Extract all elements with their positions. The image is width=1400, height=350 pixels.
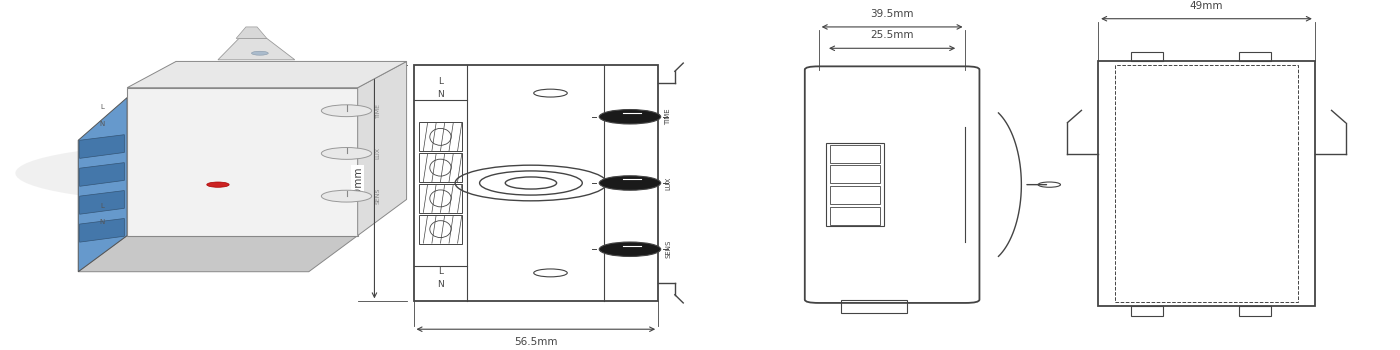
Circle shape	[322, 105, 371, 117]
Bar	[1131, 306, 1163, 316]
Text: 49mm: 49mm	[1190, 0, 1224, 10]
Polygon shape	[78, 98, 127, 272]
Circle shape	[322, 147, 371, 159]
Polygon shape	[80, 218, 125, 242]
Ellipse shape	[15, 144, 392, 203]
Text: LUX: LUX	[375, 147, 381, 160]
Text: L: L	[99, 203, 104, 209]
Circle shape	[599, 110, 661, 124]
Text: L: L	[438, 77, 442, 86]
Text: L: L	[99, 104, 104, 111]
Text: 39mm: 39mm	[353, 166, 363, 200]
Bar	[841, 300, 907, 313]
Polygon shape	[237, 27, 267, 38]
Polygon shape	[357, 62, 406, 236]
Text: N: N	[437, 280, 444, 289]
Bar	[826, 143, 885, 226]
Text: 25.5mm: 25.5mm	[871, 30, 914, 40]
Bar	[1098, 62, 1315, 306]
Text: N: N	[99, 219, 105, 225]
Text: N: N	[99, 121, 105, 127]
Bar	[419, 153, 462, 182]
Circle shape	[207, 182, 230, 187]
Bar	[830, 145, 881, 163]
Text: N: N	[437, 90, 444, 99]
Polygon shape	[80, 190, 125, 214]
Polygon shape	[218, 38, 295, 60]
Circle shape	[599, 176, 661, 190]
Text: SENS: SENS	[375, 188, 381, 204]
Bar	[1114, 65, 1298, 302]
Circle shape	[252, 51, 269, 55]
Polygon shape	[127, 88, 357, 236]
Polygon shape	[80, 135, 125, 158]
Text: 39.5mm: 39.5mm	[871, 9, 914, 19]
Bar	[830, 165, 881, 183]
Bar	[830, 186, 881, 204]
Text: L: L	[438, 267, 442, 276]
Bar	[419, 184, 462, 213]
Polygon shape	[80, 163, 125, 186]
Bar	[830, 206, 881, 225]
Bar	[1239, 306, 1271, 316]
Text: TIME: TIME	[665, 108, 671, 125]
Text: 56.5mm: 56.5mm	[514, 337, 557, 348]
Text: TIME: TIME	[375, 103, 381, 118]
Polygon shape	[127, 62, 406, 88]
Polygon shape	[78, 236, 357, 272]
Bar	[413, 65, 658, 301]
Text: SENS: SENS	[665, 240, 671, 258]
Circle shape	[322, 190, 371, 202]
Bar	[419, 215, 462, 244]
Bar	[419, 122, 462, 151]
Text: LUX: LUX	[665, 176, 671, 190]
Circle shape	[599, 242, 661, 257]
